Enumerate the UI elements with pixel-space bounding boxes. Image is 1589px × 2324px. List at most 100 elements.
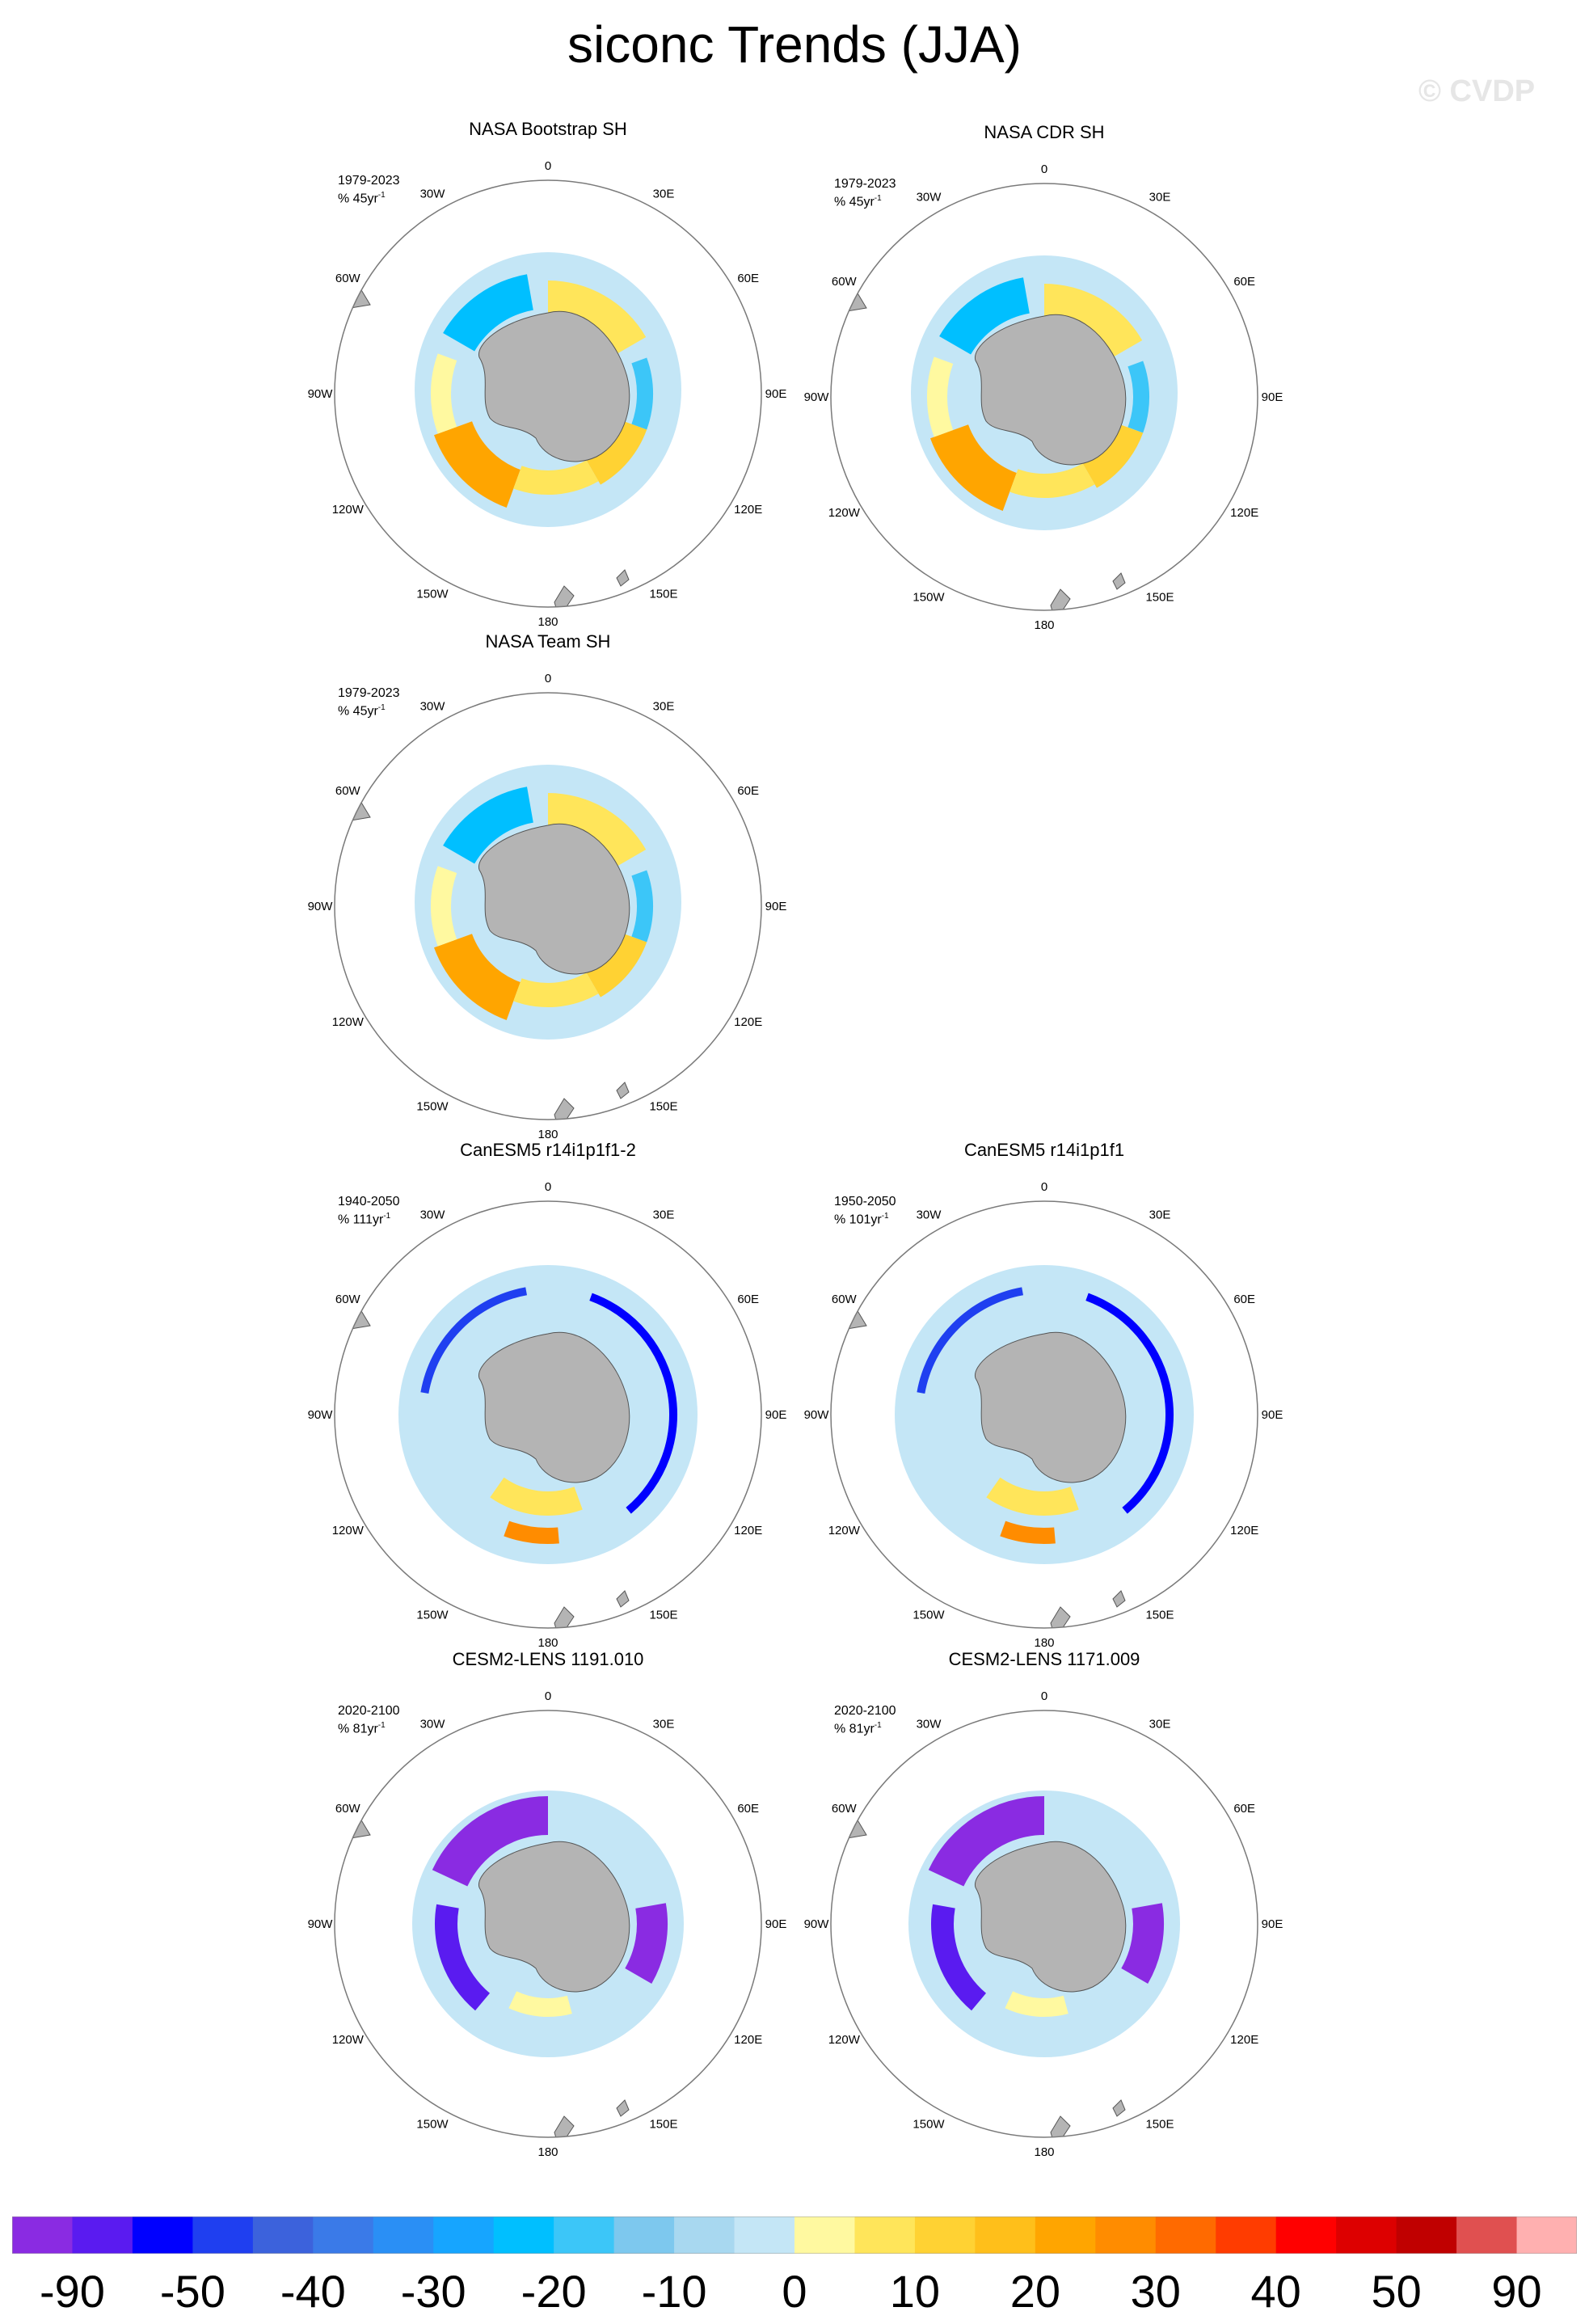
trend-yellow-south: [513, 972, 599, 1008]
longitude-label: 30W: [420, 1717, 446, 1731]
panel-units: % 111yr-1: [338, 1212, 391, 1227]
panel-units: % 45yr-1: [338, 191, 386, 206]
longitude-label: 30E: [1149, 190, 1171, 204]
colorbar-swatch: [373, 2216, 434, 2254]
antarctica-landmass: [478, 823, 630, 975]
panel-title: NASA Bootstrap SH: [469, 119, 627, 139]
polar-map: 0 30E 60E 90E 120E 150E 180 150W 120W 90W 60W 30W: [308, 1180, 787, 1650]
longitude-label: 180: [1034, 2145, 1054, 2159]
longitude-label: 150E: [649, 588, 677, 601]
longitude-label: 60W: [832, 275, 858, 289]
new-zealand-landmass: [554, 585, 575, 607]
map-panel: CanESM5 r14i1p1f1-2 1940-2050 % 111yr-1 0…: [297, 1140, 799, 1650]
longitude-label: 180: [537, 1636, 558, 1650]
map-boundary-circle: [830, 1200, 1258, 1629]
colorbar-swatch: [313, 2216, 374, 2254]
longitude-label: 60E: [1233, 275, 1255, 289]
longitude-label: 90E: [765, 900, 787, 913]
longitude-label: 120E: [734, 2033, 762, 2047]
longitude-label: 60E: [1233, 1802, 1255, 1816]
trend-yellow-west: [430, 866, 457, 947]
panel-title: CESM2-LENS 1191.010: [452, 1649, 644, 1669]
longitude-label: 60E: [737, 1293, 759, 1306]
trend-purple-west: [434, 1904, 490, 2011]
longitude-label: 150W: [416, 588, 449, 601]
panel-info: 1979-2023 % 45yr-1: [338, 686, 400, 719]
panel-units: % 45yr-1: [338, 703, 386, 719]
longitude-label: 30E: [1149, 1717, 1171, 1731]
colorbar-tick-label: -30: [400, 2266, 466, 2317]
longitude-label: 150W: [913, 2118, 945, 2132]
longitude-label: 90E: [765, 1408, 787, 1422]
trend-yellow-west: [430, 353, 457, 434]
new-zealand-landmass: [1050, 588, 1071, 610]
longitude-label: 60W: [335, 272, 361, 285]
colorbar-swatch: [674, 2216, 735, 2254]
map-panel: NASA CDR SH 1979-2023 % 45yr-1 0 30E 60E 90E…: [794, 122, 1295, 632]
colorbar-tick-label: -10: [641, 2266, 707, 2317]
trend-orange-ross: [930, 424, 1017, 511]
longitude-label: 30W: [420, 1208, 446, 1221]
tasmania-landmass: [616, 1590, 630, 1608]
trend-yellow-south: [1009, 463, 1095, 499]
longitude-label: 30E: [1149, 1208, 1171, 1221]
longitude-label: 180: [537, 1128, 558, 1141]
panel-units: % 81yr-1: [338, 1721, 386, 1736]
longitude-label: 120E: [1230, 2033, 1258, 2047]
trend-yellow-northeast: [548, 793, 647, 868]
longitude-label: 120E: [734, 1015, 762, 1029]
trend-purple-east: [1121, 1903, 1165, 1984]
longitude-label: 120E: [1230, 506, 1258, 520]
tasmania-landmass: [616, 1082, 630, 1099]
map-panel: NASA Bootstrap SH 1979-2023 % 45yr-1 0 30E…: [297, 119, 799, 629]
panel-period: 2020-2100: [834, 1704, 896, 1718]
longitude-label: 120W: [828, 2033, 861, 2047]
longitude-label: 180: [1034, 1636, 1054, 1650]
longitude-label: 180: [537, 615, 558, 629]
colorbar-swatch: [854, 2216, 916, 2254]
panel-period: 1940-2050: [338, 1195, 400, 1208]
longitude-label: 150W: [913, 591, 945, 605]
colorbar-swatch: [493, 2216, 554, 2254]
new-zealand-landmass: [1050, 2115, 1071, 2137]
trend-purple-weddell: [432, 1796, 548, 1887]
antarctica-landmass: [975, 1841, 1127, 1993]
tasmania-landmass: [1112, 2099, 1126, 2117]
longitude-label: 90W: [308, 1917, 334, 1931]
longitude-label: 150E: [1145, 1609, 1174, 1622]
longitude-label: 90E: [1262, 1408, 1283, 1422]
longitude-label: 0: [1041, 1180, 1047, 1194]
colorbar-swatch: [1095, 2216, 1157, 2254]
longitude-label: 30W: [420, 187, 446, 200]
trend-field: [911, 255, 1178, 530]
new-zealand-landmass: [554, 2115, 575, 2137]
polar-map: 0 30E 60E 90E 120E 150E 180 150W 120W 90W 60W 30W: [308, 159, 787, 629]
longitude-label: 30E: [653, 187, 675, 200]
longitude-label: 60E: [737, 272, 759, 285]
longitude-label: 30E: [653, 699, 675, 713]
map-boundary-circle: [334, 1200, 762, 1629]
longitude-label: 120W: [332, 1015, 365, 1029]
longitude-label: 0: [545, 672, 551, 685]
colorbar-swatch: [72, 2216, 133, 2254]
colorbar-swatch: [613, 2216, 675, 2254]
panel-title: NASA Team SH: [485, 631, 611, 652]
panel-period: 2020-2100: [338, 1704, 400, 1718]
trend-yellow-west: [926, 356, 954, 437]
longitude-label: 120W: [332, 2033, 365, 2047]
panel-period: 1979-2023: [834, 177, 896, 191]
tasmania-landmass: [1112, 1590, 1126, 1608]
tasmania-landmass: [616, 569, 630, 587]
colorbar-swatch: [975, 2216, 1036, 2254]
longitude-label: 30W: [917, 190, 942, 204]
colorbar-swatch: [1275, 2216, 1337, 2254]
colorbar-tick-label: 0: [782, 2266, 807, 2317]
longitude-label: 150E: [649, 1100, 677, 1114]
colorbar-swatch: [1396, 2216, 1457, 2254]
colorbar-tick-label: 10: [889, 2266, 941, 2317]
trend-blue-weddell: [443, 787, 533, 864]
trend-blue-weddell: [443, 274, 533, 352]
tasmania-landmass: [616, 2099, 630, 2117]
new-zealand-landmass: [554, 1098, 575, 1120]
longitude-label: 30W: [917, 1717, 942, 1731]
